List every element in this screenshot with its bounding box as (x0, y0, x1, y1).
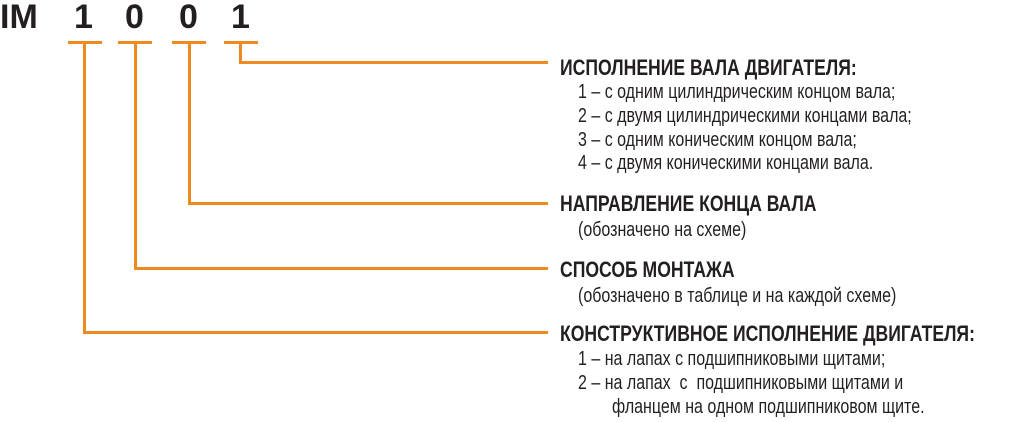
note: (обозначено на схеме) (578, 219, 747, 241)
list-item-continuation: фланцем на одном подшипниковом щите. (612, 396, 925, 418)
section-title-shaft-direction: НАПРАВЛЕНИЕ КОНЦА ВАЛА (560, 191, 817, 216)
leader-shaft-execution (239, 41, 242, 63)
list-item: 4 – с двумя коническими концами вала. (578, 152, 874, 174)
leader-shaft-execution-h (239, 61, 548, 64)
list-item: 1 – с одним цилиндрическим концом вала; (578, 81, 896, 103)
section-title-design: КОНСТРУКТИВНОЕ ИСПОЛНЕНИЕ ДВИГАТЕЛЯ: (560, 321, 975, 346)
leader-design (83, 41, 86, 334)
code-digit-1: 1 (74, 0, 93, 36)
list-item: 1 – на лапах с подшипниковыми щитами; (578, 348, 886, 370)
leader-design-h (83, 331, 548, 334)
note: (обозначено в таблице и на каждой схеме) (578, 285, 897, 307)
code-prefix: IM (0, 0, 38, 36)
leader-mounting (134, 41, 137, 270)
list-item: 2 – на лапах с подшипниковыми щитами и (578, 372, 904, 394)
section-title-shaft-execution: ИСПОЛНЕНИЕ ВАЛА ДВИГАТЕЛЯ: (560, 55, 857, 80)
list-item: 2 – с двумя цилиндрическими концами вала… (578, 105, 912, 127)
leader-mounting-h (134, 267, 548, 270)
leader-shaft-direction (188, 41, 191, 205)
leader-shaft-direction-h (188, 202, 548, 205)
list-item: 3 – с одним коническим концом вала; (578, 129, 857, 151)
code-digit-4: 1 (231, 0, 250, 36)
code-digit-3: 0 (179, 0, 198, 36)
section-title-mounting: СПОСОБ МОНТАЖА (560, 257, 735, 282)
code-digit-2: 0 (125, 0, 144, 36)
